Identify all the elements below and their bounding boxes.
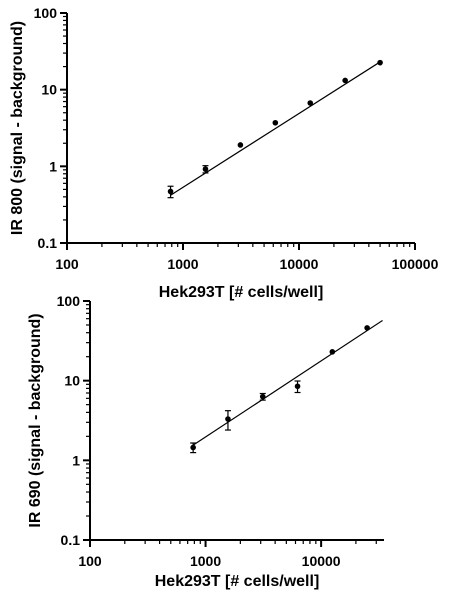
data-point [225, 416, 231, 422]
fit-line [170, 61, 381, 196]
data-point [190, 444, 196, 451]
x-axis-title: Hek293T [# cells/well] [155, 573, 320, 590]
y-tick-label: 1 [72, 452, 80, 468]
fit-line [192, 319, 383, 446]
x-tick-label: 1000 [190, 553, 221, 569]
chart-ir690: 0.1 1 10 100 100 1000 10000 Hek293T [# cells/we… [27, 293, 384, 590]
x-tick-label: 10000 [302, 553, 341, 569]
data-point [202, 166, 209, 172]
data-point [272, 119, 279, 126]
data-point [237, 142, 244, 148]
data-point [307, 100, 314, 106]
data-point [377, 59, 383, 66]
data-point [167, 188, 174, 195]
data-point [294, 383, 301, 390]
y-axis-title: IR 690 (signal - background) [27, 313, 44, 527]
data-point [329, 349, 336, 355]
y-tick-label: 0.1 [38, 235, 58, 251]
x-tick-label: 100 [55, 256, 79, 272]
x-axis-title: Hek293T [# cells/well] [159, 284, 324, 301]
y-tick-label: 0.1 [61, 532, 81, 548]
data-point [342, 77, 348, 84]
y-axis-title: IR 800 (signal - background) [9, 21, 26, 235]
x-tick-label: 10000 [280, 256, 319, 272]
y-tick-label: 100 [34, 5, 58, 21]
x-tick-label: 1000 [167, 256, 198, 272]
x-tick-label: 100000 [392, 256, 439, 272]
data-point [364, 325, 370, 331]
chart-ir800: 0.1 1 10 100 100 1000 10000 100000 Hek293T [# ce… [9, 5, 439, 301]
y-tick-label: 1 [49, 158, 57, 174]
y-tick-label: 100 [57, 293, 81, 309]
y-tick-label: 10 [41, 82, 57, 98]
x-tick-label: 100 [78, 553, 102, 569]
data-point [259, 393, 266, 400]
y-tick-label: 10 [64, 373, 80, 389]
